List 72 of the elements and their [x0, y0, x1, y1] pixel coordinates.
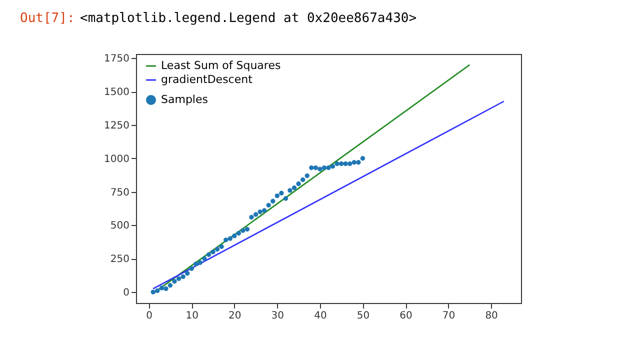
point — [184, 270, 190, 276]
point — [360, 156, 366, 161]
point — [172, 279, 177, 284]
point — [266, 202, 271, 208]
x-tick-label: 10 — [186, 310, 198, 322]
x-tick-label: 60 — [400, 310, 412, 322]
point — [318, 166, 322, 172]
y-tick-label: 0 — [123, 288, 130, 299]
point — [343, 161, 348, 166]
point — [304, 173, 310, 178]
point — [214, 246, 220, 252]
point — [334, 161, 340, 166]
y-tick-label: 750 — [110, 187, 130, 198]
y-tick-label: 1750 — [104, 54, 130, 65]
point — [228, 236, 232, 241]
point — [249, 214, 254, 220]
point — [176, 276, 182, 282]
point — [309, 165, 314, 170]
point — [202, 256, 207, 261]
point — [180, 274, 186, 280]
point — [244, 226, 250, 232]
point — [258, 210, 262, 214]
point — [338, 161, 344, 166]
text: Out[7]: — [20, 11, 75, 26]
point — [288, 188, 292, 193]
point — [313, 165, 318, 170]
point — [270, 198, 276, 204]
point — [159, 286, 164, 290]
point — [322, 165, 327, 170]
y-tick-label: 500 — [110, 220, 130, 232]
point — [326, 165, 331, 170]
y-tick-label: 250 — [110, 254, 130, 266]
point — [296, 181, 301, 186]
point — [356, 160, 361, 165]
point — [348, 161, 352, 166]
point — [292, 185, 297, 190]
point — [240, 228, 246, 233]
y-tick-label: 1500 — [104, 87, 130, 98]
x-tick-label: 30 — [271, 310, 284, 322]
point — [283, 196, 288, 201]
point — [219, 244, 224, 249]
point — [150, 290, 156, 294]
text: <matplotlib.legend.Legend at 0x20ee867a430> — [80, 11, 417, 26]
point — [236, 230, 242, 236]
point — [164, 286, 168, 292]
point — [155, 288, 160, 294]
legend-label: Samples — [161, 93, 208, 106]
x-tick-label: 50 — [356, 310, 370, 322]
point — [300, 177, 306, 182]
x-tick-label: 70 — [442, 310, 456, 322]
point — [279, 190, 284, 196]
y-tick-label: 1000 — [104, 154, 130, 165]
legend-label: gradientDescent — [161, 73, 254, 86]
x-tick-label: 40 — [314, 310, 327, 322]
point — [206, 252, 212, 257]
point — [194, 262, 198, 266]
point — [262, 208, 267, 213]
point — [352, 160, 357, 165]
point — [274, 193, 280, 198]
x-tick-label: 80 — [485, 310, 498, 322]
point — [232, 234, 237, 238]
legend-label: Least Sum of Squares — [161, 59, 281, 72]
point — [210, 250, 216, 254]
y-tick-label: 1250 — [104, 120, 130, 132]
point — [198, 260, 203, 265]
x-tick-label: 20 — [228, 310, 242, 322]
point — [189, 266, 194, 271]
point — [253, 212, 258, 217]
point — [168, 283, 173, 288]
point — [223, 238, 228, 242]
x-tick-label: 0 — [146, 310, 153, 322]
point — [330, 164, 336, 169]
